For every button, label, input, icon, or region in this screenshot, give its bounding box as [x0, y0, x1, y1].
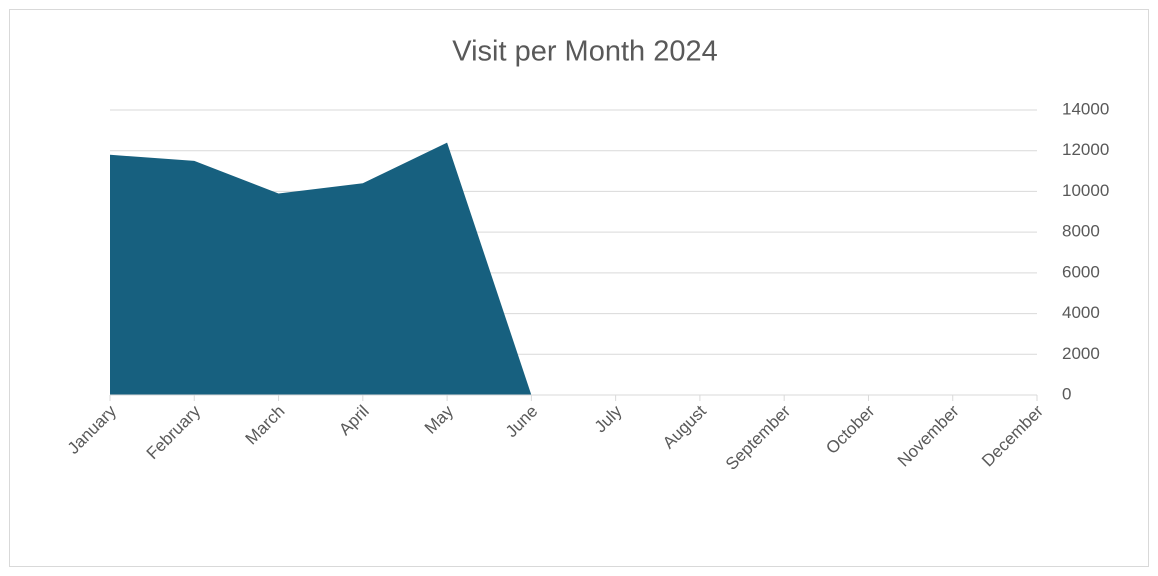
chart-title: Visit per Month 2024	[452, 36, 717, 68]
y-tick-label: 2000	[1062, 344, 1100, 363]
y-tick-label: 12000	[1062, 140, 1109, 159]
area	[110, 142, 532, 395]
y-tick-label: 8000	[1062, 222, 1100, 241]
y-tick-label: 14000	[1062, 99, 1109, 118]
y-tick-label: 10000	[1062, 181, 1109, 200]
y-tick-label: 6000	[1062, 262, 1100, 281]
y-tick-label: 0	[1062, 384, 1071, 403]
y-tick-label: 4000	[1062, 303, 1100, 322]
